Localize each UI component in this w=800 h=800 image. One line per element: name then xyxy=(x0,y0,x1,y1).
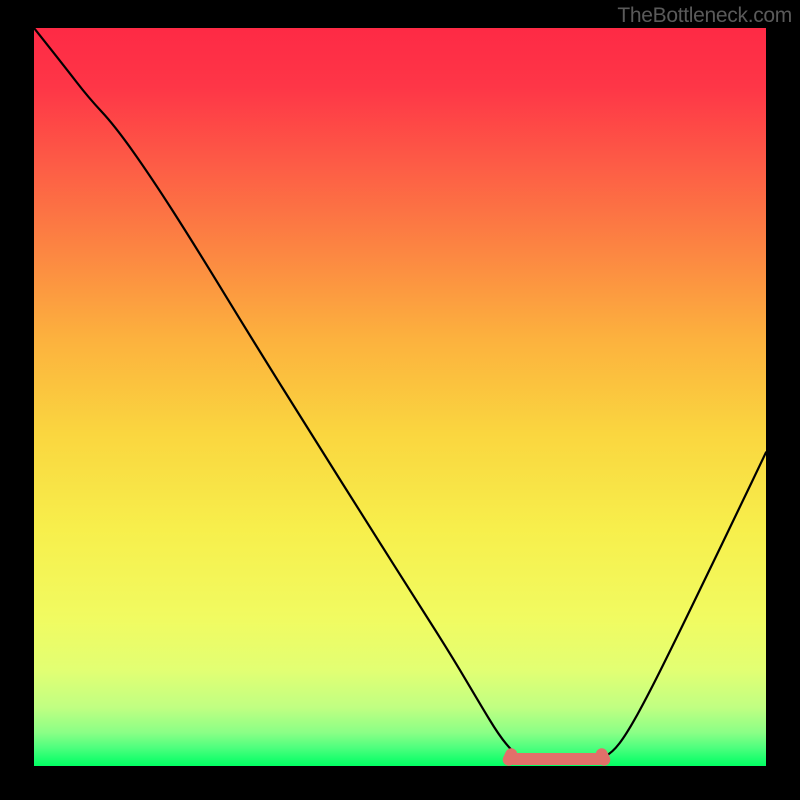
watermark-text: TheBottleneck.com xyxy=(617,4,792,28)
optimal-range-marker xyxy=(508,753,605,765)
plot-area xyxy=(34,28,766,766)
bottleneck-curve xyxy=(34,28,766,766)
